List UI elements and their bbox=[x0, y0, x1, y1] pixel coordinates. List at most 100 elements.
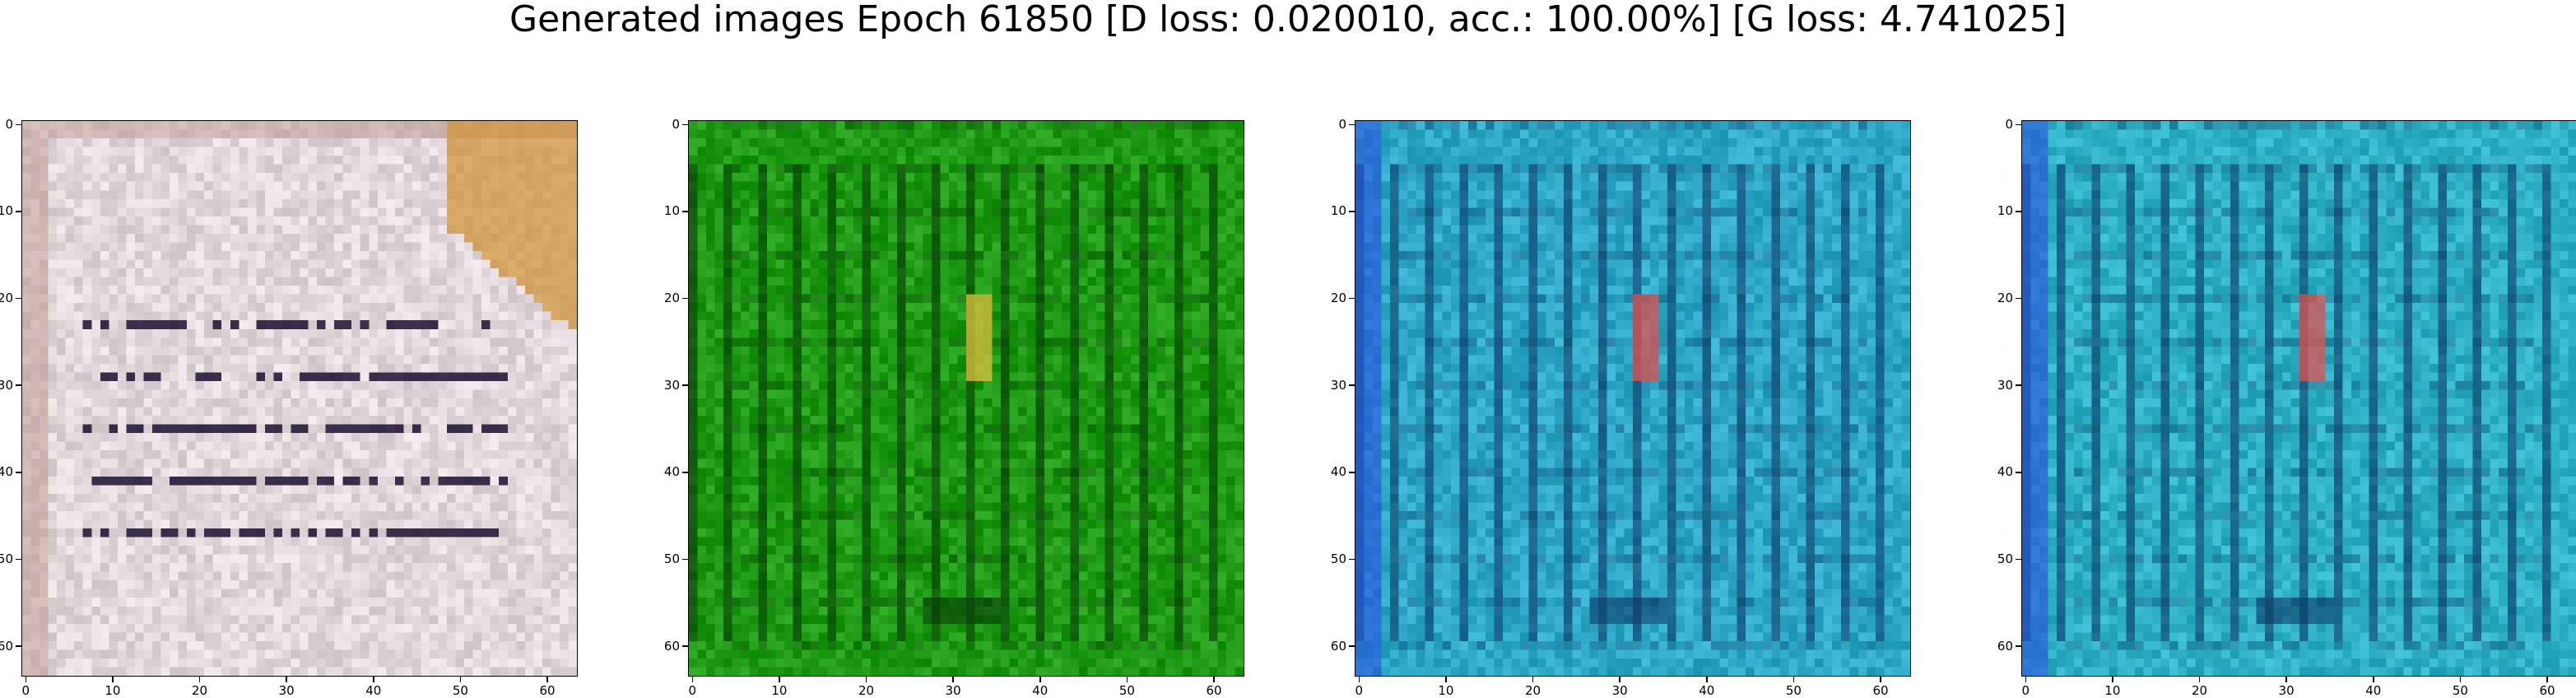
x-tick-label: 40 bbox=[365, 683, 382, 698]
x-tick-label: 0 bbox=[688, 683, 697, 698]
y-tick-mark bbox=[2016, 384, 2021, 386]
y-tick-mark bbox=[2016, 472, 2021, 473]
y-tick-mark bbox=[682, 645, 688, 647]
y-tick-mark bbox=[682, 297, 688, 300]
x-tick-mark bbox=[952, 677, 954, 682]
x-tick-label: 60 bbox=[2539, 683, 2555, 698]
y-tick-label: 40 bbox=[663, 464, 680, 480]
x-tick-label: 10 bbox=[1438, 683, 1454, 698]
x-tick-mark bbox=[691, 677, 694, 682]
x-tick-mark bbox=[1126, 677, 1128, 682]
y-tick-mark bbox=[2016, 645, 2021, 647]
x-tick-mark bbox=[546, 677, 548, 682]
y-tick-label: 10 bbox=[0, 203, 13, 219]
x-tick-label: 10 bbox=[771, 683, 788, 698]
y-tick-label: 30 bbox=[663, 377, 680, 393]
x-tick-mark bbox=[1358, 677, 1360, 682]
y-tick-mark bbox=[682, 123, 688, 126]
x-tick-mark bbox=[2025, 677, 2027, 682]
image-pixels-1 bbox=[22, 121, 577, 676]
x-tick-label: 10 bbox=[2104, 683, 2121, 698]
x-tick-label: 0 bbox=[21, 683, 30, 698]
x-tick-label: 20 bbox=[2191, 683, 2208, 698]
x-tick-mark bbox=[112, 677, 114, 682]
generated-image-1 bbox=[21, 120, 578, 677]
y-tick-label: 40 bbox=[1997, 464, 2013, 480]
x-tick-label: 50 bbox=[2452, 683, 2468, 698]
x-tick-mark bbox=[1039, 677, 1041, 682]
x-tick-label: 0 bbox=[2021, 683, 2030, 698]
y-tick-label: 40 bbox=[0, 464, 13, 480]
x-tick-label: 30 bbox=[278, 683, 295, 698]
y-tick-mark bbox=[2016, 123, 2021, 126]
x-tick-mark bbox=[286, 677, 287, 682]
y-tick-mark bbox=[16, 297, 21, 300]
y-tick-mark bbox=[1349, 472, 1355, 473]
y-tick-label: 0 bbox=[5, 116, 13, 132]
y-tick-mark bbox=[16, 384, 21, 386]
x-tick-mark bbox=[459, 677, 462, 682]
y-tick-label: 20 bbox=[0, 291, 13, 306]
y-tick-mark bbox=[16, 645, 21, 647]
x-tick-label: 20 bbox=[858, 683, 875, 698]
y-tick-label: 10 bbox=[663, 203, 680, 219]
y-tick-label: 60 bbox=[0, 638, 13, 654]
x-tick-mark bbox=[1793, 677, 1795, 682]
y-tick-label: 50 bbox=[1997, 551, 2013, 566]
y-tick-mark bbox=[1349, 211, 1355, 212]
x-tick-mark bbox=[779, 677, 780, 682]
y-tick-label: 30 bbox=[1330, 377, 1346, 393]
y-tick-mark bbox=[1349, 645, 1355, 647]
y-tick-mark bbox=[1349, 123, 1355, 126]
y-tick-mark bbox=[1349, 384, 1355, 386]
x-tick-mark bbox=[1532, 677, 1534, 682]
y-tick-label: 0 bbox=[1338, 116, 1346, 132]
y-tick-label: 60 bbox=[663, 638, 680, 654]
x-tick-label: 10 bbox=[105, 683, 121, 698]
x-tick-label: 40 bbox=[1699, 683, 1715, 698]
y-tick-label: 30 bbox=[0, 377, 13, 393]
y-tick-mark bbox=[16, 558, 21, 561]
y-tick-label: 50 bbox=[1330, 551, 1346, 566]
image-pixels-4 bbox=[2022, 121, 2576, 676]
x-tick-mark bbox=[2459, 677, 2462, 682]
y-tick-label: 40 bbox=[1330, 464, 1346, 480]
x-tick-mark bbox=[2112, 677, 2113, 682]
x-tick-label: 20 bbox=[191, 683, 208, 698]
x-tick-mark bbox=[1706, 677, 1708, 682]
y-tick-label: 50 bbox=[0, 551, 13, 566]
y-tick-mark bbox=[682, 384, 688, 386]
x-tick-label: 0 bbox=[1355, 683, 1364, 698]
y-tick-mark bbox=[1349, 558, 1355, 561]
y-tick-label: 60 bbox=[1997, 638, 2013, 654]
x-tick-label: 30 bbox=[1611, 683, 1628, 698]
x-tick-mark bbox=[1880, 677, 1881, 682]
y-tick-mark bbox=[16, 123, 21, 126]
x-tick-mark bbox=[2546, 677, 2548, 682]
x-tick-mark bbox=[1445, 677, 1447, 682]
y-tick-label: 0 bbox=[672, 116, 680, 132]
x-tick-mark bbox=[1213, 677, 1215, 682]
x-tick-label: 50 bbox=[1118, 683, 1135, 698]
y-tick-label: 10 bbox=[1997, 203, 2013, 219]
y-tick-mark bbox=[682, 558, 688, 561]
x-tick-label: 30 bbox=[945, 683, 961, 698]
y-tick-label: 0 bbox=[2005, 116, 2013, 132]
y-tick-mark bbox=[16, 211, 21, 212]
y-tick-label: 20 bbox=[1997, 291, 2013, 306]
generated-image-3 bbox=[1355, 120, 1911, 677]
x-tick-label: 40 bbox=[1032, 683, 1049, 698]
x-tick-mark bbox=[373, 677, 374, 682]
generated-image-4 bbox=[2021, 120, 2576, 677]
x-tick-mark bbox=[865, 677, 867, 682]
x-tick-mark bbox=[198, 677, 201, 682]
x-tick-label: 30 bbox=[2278, 683, 2295, 698]
x-tick-mark bbox=[25, 677, 27, 682]
y-tick-label: 10 bbox=[1330, 203, 1346, 219]
x-tick-label: 50 bbox=[452, 683, 468, 698]
x-tick-label: 60 bbox=[539, 683, 556, 698]
x-tick-mark bbox=[2373, 677, 2374, 682]
x-tick-label: 20 bbox=[1524, 683, 1541, 698]
x-tick-label: 60 bbox=[1206, 683, 1222, 698]
x-tick-label: 60 bbox=[1872, 683, 1889, 698]
